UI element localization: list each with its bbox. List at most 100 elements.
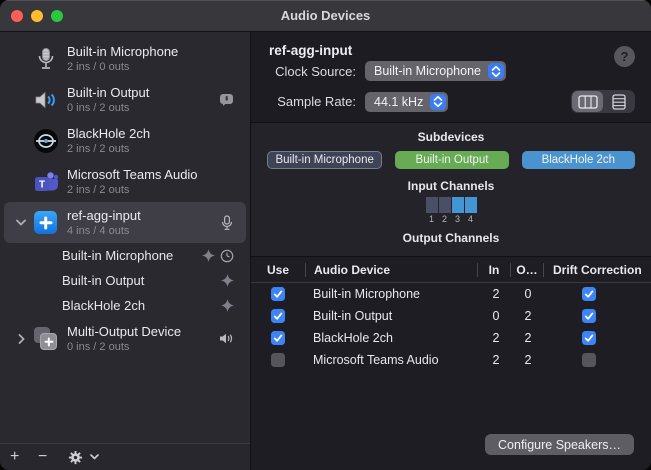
default-output-speaker-icon	[220, 333, 233, 344]
subdevice-row-built-in-output[interactable]: Built-in Output	[0, 268, 250, 293]
table-cell-device: Built-in Microphone	[313, 287, 420, 301]
title-bar: Audio Devices	[0, 0, 651, 32]
columns-view-icon	[577, 94, 598, 109]
help-button[interactable]: ?	[614, 46, 635, 67]
gear-icon	[68, 450, 83, 464]
use-checkbox[interactable]	[271, 331, 285, 345]
table-cell-ins: 2	[492, 287, 500, 301]
layout-segmented-control	[571, 90, 635, 113]
column-header-in[interactable]: In	[488, 262, 500, 277]
selected-device-title: ref-agg-input	[269, 43, 353, 58]
close-window-button[interactable]	[11, 9, 23, 22]
subdevice-row-built-in-microphone[interactable]: Built-in Microphone	[0, 243, 250, 268]
zoom-window-button[interactable]	[51, 9, 63, 22]
actions-menu-button[interactable]	[68, 450, 99, 465]
column-header-out[interactable]: O…	[516, 262, 538, 277]
table-cell-ins: 0	[492, 309, 500, 323]
drift-correction-checkbox[interactable]	[582, 353, 596, 367]
minimize-window-button[interactable]	[31, 9, 43, 22]
channel-numbers: 1 2 3 4	[428, 214, 473, 224]
speaker-device-icon	[32, 86, 59, 113]
chevron-right-icon[interactable]	[10, 333, 32, 344]
input-channel-strip	[251, 197, 651, 213]
microphone-device-icon	[32, 45, 59, 72]
columns-view-button[interactable]	[572, 91, 603, 112]
table-row[interactable]: Built-in Output 0 2	[251, 305, 651, 327]
default-input-mic-icon	[221, 214, 233, 230]
clock-source-label: Clock Source:	[275, 63, 356, 79]
table-cell-ins: 2	[492, 353, 500, 367]
device-name: ref-agg-input	[67, 207, 141, 223]
device-row-built-in-microphone[interactable]: Built-in Microphone 2 ins / 0 outs	[4, 38, 246, 79]
use-checkbox[interactable]	[271, 287, 285, 301]
teams-device-icon: T	[32, 168, 59, 195]
output-channels-heading: Output Channels	[402, 231, 500, 245]
table-cell-outs: 2	[524, 309, 532, 323]
subdevices-section: Subdevices Built-in Microphone Built-in …	[251, 122, 651, 256]
channel-block[interactable]	[451, 197, 464, 213]
device-name: Built-in Output	[67, 84, 150, 100]
device-row-ref-agg-input[interactable]: ref-agg-input 4 ins / 4 outs	[4, 202, 246, 243]
drift-star-icon	[221, 274, 234, 287]
drift-star-icon	[202, 249, 215, 262]
device-detail: 2 ins / 2 outs	[67, 183, 130, 196]
device-row-built-in-output[interactable]: Built-in Output 0 ins / 2 outs	[4, 79, 246, 120]
drift-star-icon	[221, 299, 234, 312]
table-cell-device: Built-in Output	[313, 309, 393, 323]
table-cell-outs: 0	[524, 287, 532, 301]
subdevice-chip-built-in-output[interactable]: Built-in Output	[395, 151, 509, 169]
channel-block[interactable]	[464, 197, 477, 213]
drift-correction-checkbox[interactable]	[582, 331, 596, 345]
table-row[interactable]: BlackHole 2ch 2 2	[251, 327, 651, 349]
table-header: Use Audio Device In O… Drift Correction	[251, 257, 651, 283]
popup-stepper-icon	[430, 93, 447, 110]
column-header-use[interactable]: Use	[266, 262, 289, 277]
table-row[interactable]: Microsoft Teams Audio 2 2	[251, 349, 651, 371]
channel-block[interactable]	[425, 197, 438, 213]
device-detail: 2 ins / 2 outs	[67, 142, 130, 155]
table-cell-ins: 2	[492, 331, 500, 345]
add-device-button[interactable]: +	[10, 448, 20, 465]
device-sidebar: Built-in Microphone 2 ins / 0 outs	[0, 32, 251, 470]
table-cell-device: Microsoft Teams Audio	[313, 353, 439, 367]
table-cell-device: BlackHole 2ch	[313, 331, 393, 345]
use-checkbox[interactable]	[271, 353, 285, 367]
blackhole-device-icon	[32, 127, 59, 154]
sidebar-toolbar: + −	[0, 443, 250, 470]
device-detail: 2 ins / 0 outs	[67, 60, 130, 73]
table-row[interactable]: Built-in Microphone 2 0	[251, 283, 651, 305]
drift-correction-checkbox[interactable]	[582, 309, 596, 323]
device-detail: 0 ins / 2 outs	[67, 101, 130, 114]
clock-source-popup[interactable]: Built-in Microphone	[365, 61, 506, 81]
drift-correction-checkbox[interactable]	[582, 287, 596, 301]
device-row-microsoft-teams-audio[interactable]: T Microsoft Teams Audio 2 ins / 2 outs	[4, 161, 246, 202]
use-checkbox[interactable]	[271, 309, 285, 323]
chevron-down-icon[interactable]	[10, 219, 32, 226]
device-row-blackhole-2ch[interactable]: BlackHole 2ch 2 ins / 2 outs	[4, 120, 246, 161]
subdevice-chip-blackhole-2ch[interactable]: BlackHole 2ch	[521, 151, 635, 169]
configure-speakers-button[interactable]: Configure Speakers…	[485, 434, 634, 455]
device-detail: 0 ins / 2 outs	[67, 340, 130, 353]
svg-text:T: T	[38, 179, 44, 190]
device-row-multi-output-device[interactable]: Multi-Output Device 0 ins / 2 outs	[4, 318, 246, 359]
column-header-drift-correction[interactable]: Drift Correction	[553, 262, 642, 277]
sample-rate-label: Sample Rate:	[277, 94, 356, 109]
column-header-audio-device[interactable]: Audio Device	[314, 262, 391, 277]
device-detail: 4 ins / 4 outs	[67, 224, 130, 237]
window-title: Audio Devices	[280, 8, 371, 23]
multi-output-device-icon	[32, 325, 59, 352]
rows-view-button[interactable]	[603, 91, 634, 112]
aggregate-device-icon	[32, 209, 59, 236]
subdevice-chip-built-in-microphone[interactable]: Built-in Microphone	[267, 151, 383, 169]
remove-device-button[interactable]: −	[38, 448, 48, 465]
table-cell-outs: 2	[524, 353, 532, 367]
clock-source-icon	[220, 249, 234, 262]
panel-header: ref-agg-input ? Clock Source: Built-in M…	[251, 32, 651, 122]
rows-view-icon	[611, 93, 626, 110]
chevron-down-icon	[90, 454, 99, 460]
subdevice-row-blackhole-2ch[interactable]: BlackHole 2ch	[0, 293, 250, 318]
channel-block[interactable]	[438, 197, 451, 213]
device-name: Microsoft Teams Audio	[67, 166, 198, 182]
sample-rate-popup[interactable]: 44.1 kHz	[365, 91, 449, 112]
